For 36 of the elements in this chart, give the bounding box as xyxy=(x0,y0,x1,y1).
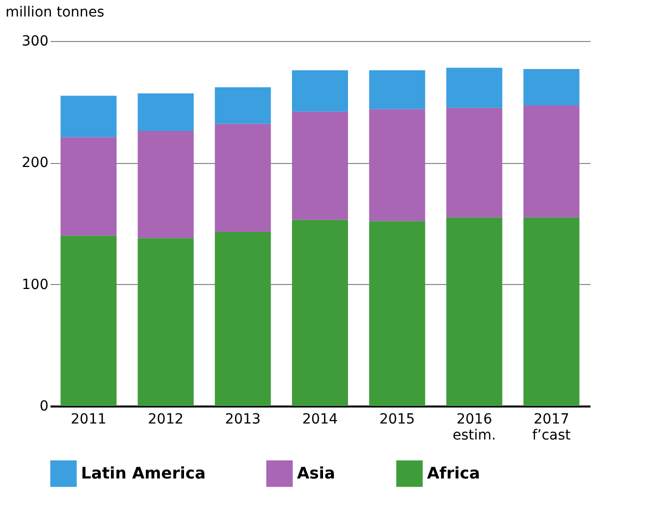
bar xyxy=(369,70,426,110)
bar xyxy=(138,93,194,132)
bar xyxy=(523,105,580,218)
bar xyxy=(214,232,271,406)
bar xyxy=(60,96,117,138)
legend-label: Latin America xyxy=(81,464,206,483)
legend-label: Africa xyxy=(427,464,480,483)
bar xyxy=(138,238,194,406)
y-tick-label: 100 xyxy=(22,276,48,293)
bar xyxy=(292,220,348,406)
bar xyxy=(60,137,117,236)
legend-label: Asia xyxy=(297,464,336,483)
y-tick-label: 300 xyxy=(22,34,48,50)
bar xyxy=(214,87,271,124)
y-axis-title: million tonnes xyxy=(6,4,104,20)
x-tick-label: 2017 f’cast xyxy=(532,412,572,444)
bar xyxy=(446,68,502,108)
bar xyxy=(523,68,580,106)
bar xyxy=(292,70,348,112)
bar xyxy=(523,217,580,406)
bar xyxy=(138,131,194,238)
y-tick-label: 200 xyxy=(22,155,48,172)
x-tick-label: 2011 xyxy=(70,412,106,428)
y-tick-label: 0 xyxy=(40,398,48,414)
x-tick-label: 2016 estim. xyxy=(452,412,496,444)
bar xyxy=(446,217,502,406)
bar xyxy=(446,108,502,218)
bar xyxy=(369,109,426,222)
x-tick-label: 2015 xyxy=(379,412,415,428)
bar xyxy=(369,221,426,406)
bar xyxy=(60,236,117,406)
x-tick-label: 2013 xyxy=(225,412,261,428)
x-tick-label: 2012 xyxy=(148,412,184,428)
bar xyxy=(214,124,271,232)
bar xyxy=(292,112,348,220)
x-tick-label: 2014 xyxy=(302,412,338,428)
